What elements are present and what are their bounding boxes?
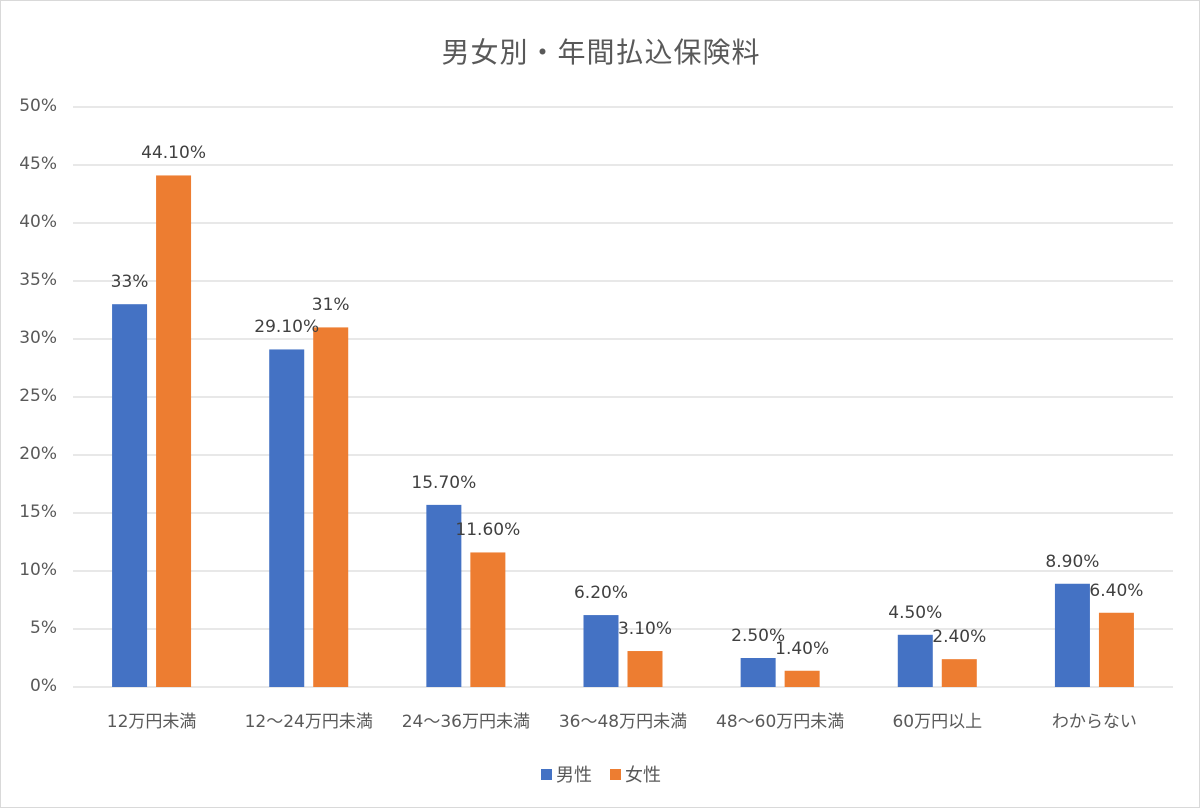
- bar-female: [627, 651, 663, 687]
- data-label: 6.40%: [1089, 580, 1144, 601]
- chart-title: 男女別・年間払込保険料: [441, 36, 761, 69]
- data-label: 6.20%: [573, 583, 629, 604]
- data-label: 1.40%: [775, 638, 830, 659]
- legend-label-female: 女性: [625, 765, 661, 786]
- data-label: 2.50%: [731, 626, 786, 646]
- bar-female: [784, 670, 820, 687]
- data-label: 33%: [110, 272, 149, 293]
- bar-male: [740, 658, 776, 687]
- x-category-label: 36～48万円未満: [558, 712, 688, 732]
- legend: 男性 女性: [1, 761, 1200, 787]
- x-category-label: 12～24万円未満: [244, 712, 373, 732]
- bar-female: [470, 552, 506, 687]
- bar-female: [313, 327, 349, 687]
- data-label: 4.50%: [888, 602, 943, 623]
- x-category-label: 24～36万円未満: [401, 712, 530, 732]
- legend-label-male: 男性: [556, 765, 592, 786]
- data-label: 29.10%: [254, 317, 320, 338]
- y-tick-label: 50%: [19, 96, 57, 116]
- bar-female: [156, 175, 192, 687]
- x-category-label: わからない: [1051, 712, 1137, 732]
- y-tick-label: 35%: [19, 270, 57, 290]
- x-category-label: 48～60万円未満: [716, 712, 845, 732]
- y-tick-label: 5%: [30, 618, 57, 638]
- data-label: 15.70%: [411, 472, 477, 493]
- bar-male: [583, 615, 619, 687]
- y-tick-label: 40%: [19, 212, 57, 232]
- x-category-label: 12万円未満: [106, 712, 197, 732]
- y-tick-label: 15%: [19, 502, 57, 522]
- y-tick-label: 10%: [19, 560, 57, 580]
- bar-male: [1054, 583, 1090, 687]
- bar-male: [426, 504, 462, 687]
- data-label: 11.60%: [455, 520, 521, 541]
- data-label: 31%: [311, 295, 350, 316]
- bar-male: [269, 349, 305, 687]
- legend-swatch-female: [610, 768, 621, 780]
- bar-male: [897, 634, 933, 687]
- y-tick-label: 45%: [19, 154, 57, 174]
- data-label: 2.40%: [932, 627, 987, 648]
- data-label: 44.10%: [141, 143, 206, 164]
- data-label: 3.10%: [617, 619, 673, 640]
- y-tick-label: 30%: [19, 328, 57, 348]
- y-tick-label: 20%: [19, 444, 57, 464]
- x-category-label: 60万円以上: [892, 712, 983, 732]
- legend-item-male: 男性: [541, 761, 592, 787]
- legend-swatch-male: [541, 768, 552, 780]
- y-tick-label: 0%: [30, 676, 57, 696]
- legend-item-female: 女性: [610, 761, 661, 787]
- y-tick-label: 25%: [19, 386, 57, 406]
- bar-female: [1098, 612, 1134, 687]
- data-label: 8.90%: [1045, 551, 1100, 572]
- bar-female: [941, 659, 977, 687]
- bar-male: [112, 304, 148, 687]
